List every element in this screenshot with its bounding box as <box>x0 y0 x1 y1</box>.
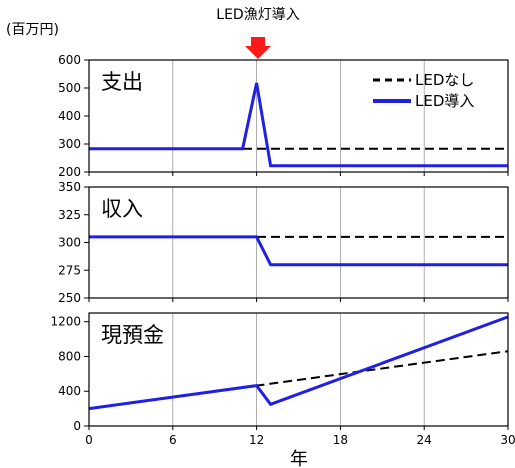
unit-label: (百万円) <box>6 22 59 38</box>
y-tick-label: 400 <box>58 384 81 398</box>
y-tick-label: 800 <box>58 349 81 363</box>
annotation-arrow-icon <box>245 37 271 59</box>
y-tick-label: 350 <box>58 180 81 194</box>
y-tick-label: 300 <box>58 236 81 250</box>
y-tick-label: 0 <box>73 419 81 433</box>
y-tick-label: 400 <box>58 109 81 123</box>
panel-title: 現預金 <box>101 323 164 347</box>
panel-frame <box>88 312 509 427</box>
y-tick-label: 300 <box>58 137 81 151</box>
legend-label-with-led: LED導入 <box>415 92 474 110</box>
panel-title: 支出 <box>101 70 143 94</box>
y-tick-label: 500 <box>58 81 81 95</box>
x-tick-label: 18 <box>333 433 348 447</box>
series-line-with-led <box>89 82 508 168</box>
x-tick-label: 24 <box>417 433 432 447</box>
y-tick-label: 600 <box>58 53 81 67</box>
legend-label-without-led: LEDなし <box>415 71 474 89</box>
panel-frame <box>88 186 509 299</box>
x-tick-label: 30 <box>500 433 515 447</box>
y-tick-label: 325 <box>58 208 81 222</box>
series-line-with-led <box>88 315 509 411</box>
panel-title: 収入 <box>101 197 143 221</box>
x-tick-label: 0 <box>85 433 93 447</box>
annotation-label: LED漁灯導入 <box>216 7 299 23</box>
x-tick-label: 6 <box>169 433 177 447</box>
chart-panel-1: 200 300 400 500 600 支出 LEDなし LED導入 <box>58 53 509 179</box>
chart-panel-3: 0 400 800 1200 0 6 12 18 24 30 現預金 <box>50 312 515 447</box>
y-tick-label: 250 <box>58 291 81 305</box>
x-axis-label: 年 <box>290 449 308 468</box>
y-tick-label: 1200 <box>50 315 81 329</box>
y-tick-label: 275 <box>58 263 81 277</box>
x-tick-label: 12 <box>249 433 264 447</box>
series-line-with-led <box>89 235 508 267</box>
chart-panel-2: 250 275 300 325 350 収入 <box>58 180 509 305</box>
y-tick-label: 200 <box>58 165 81 179</box>
panel-frame <box>88 59 509 173</box>
